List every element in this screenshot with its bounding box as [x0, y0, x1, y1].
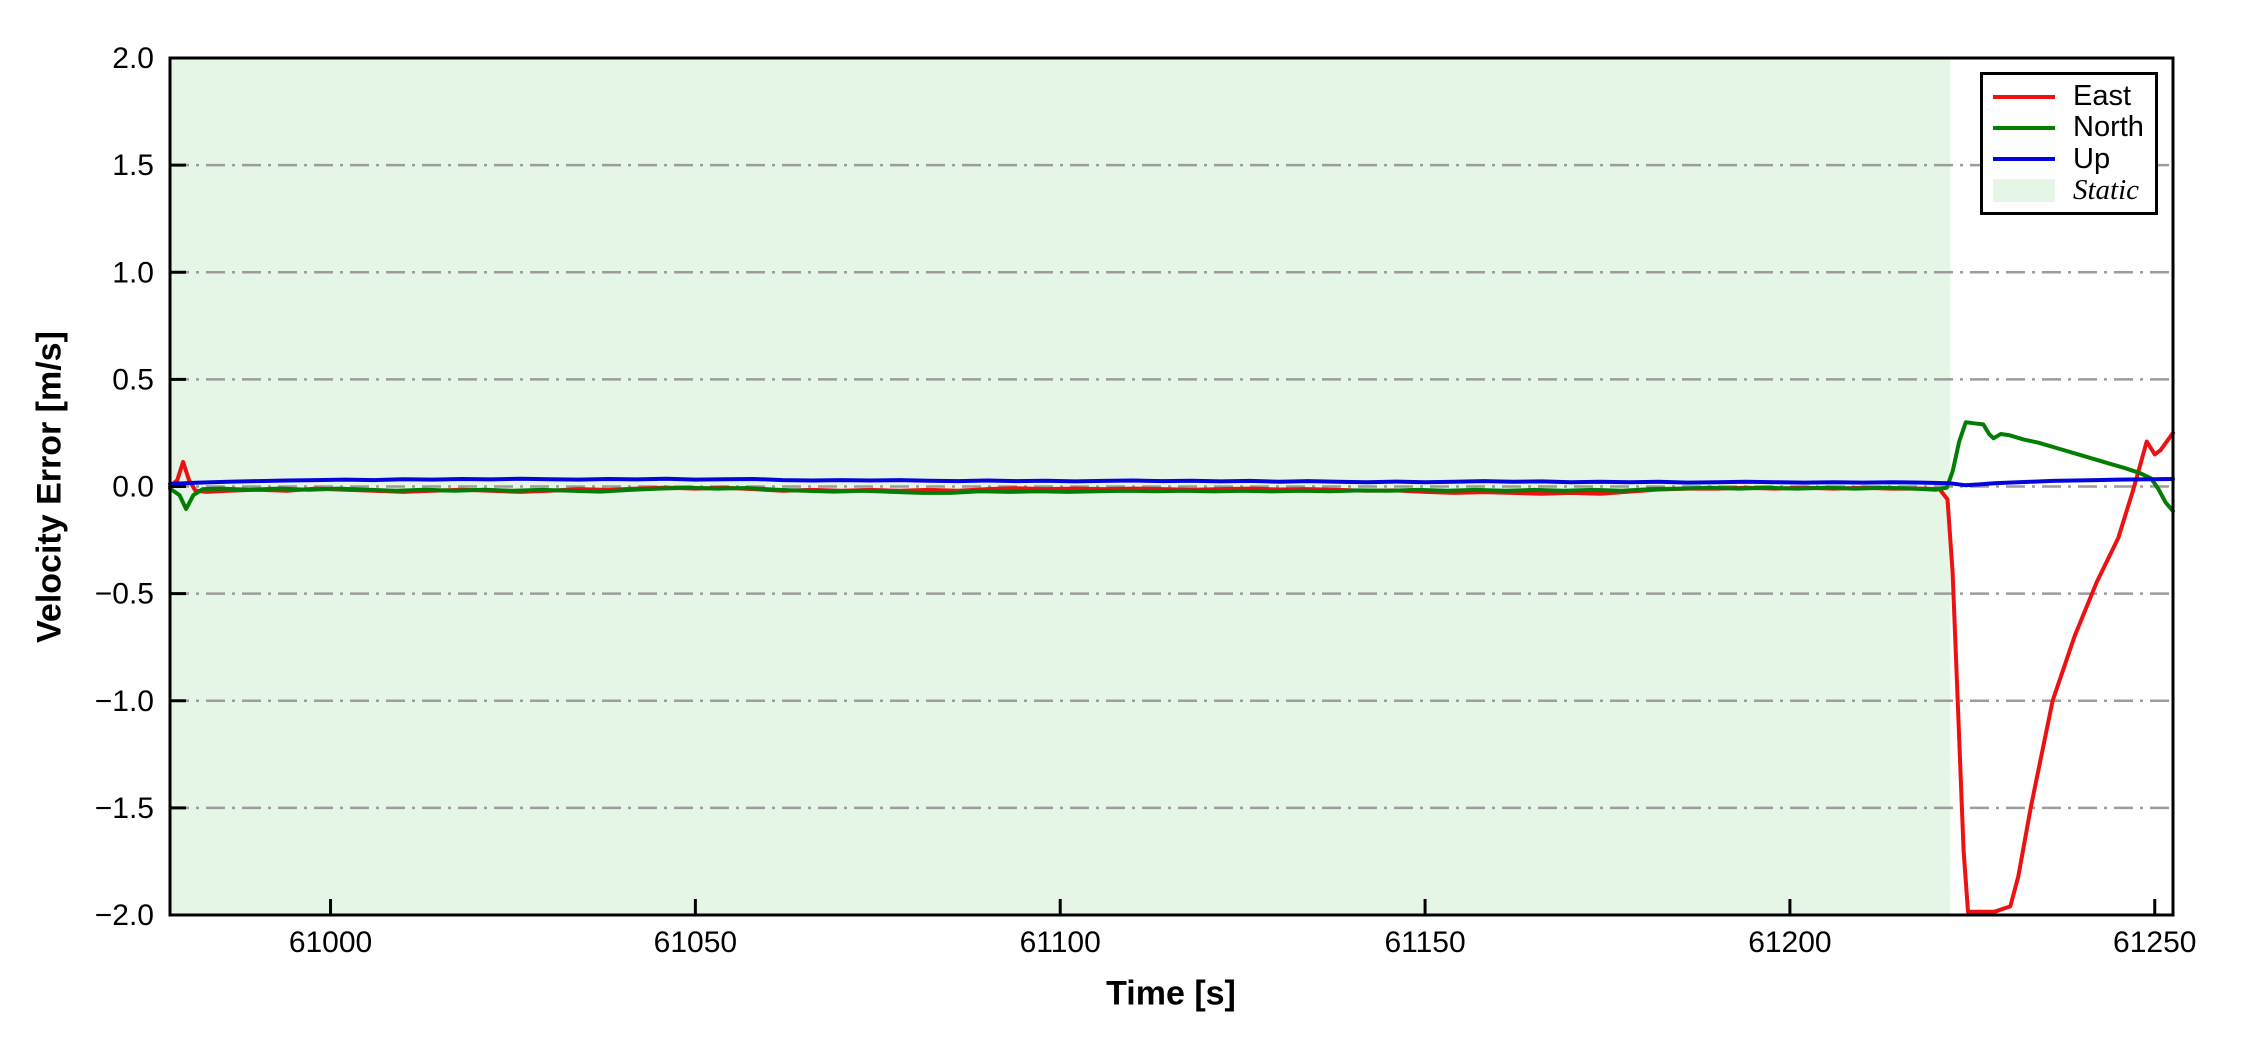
series-line-north — [168, 420, 2175, 514]
y-tick-label: 0.5 — [112, 363, 154, 396]
legend-entry-east: East — [1993, 81, 2145, 112]
y-tick-label: −2.0 — [95, 899, 154, 932]
legend-entry-up: Up — [1993, 144, 2145, 175]
legend-label-east: East — [2073, 80, 2132, 113]
series-line-up — [168, 476, 2175, 488]
legend-label-north: North — [2073, 111, 2144, 144]
y-tick-label: 0.0 — [112, 471, 154, 504]
x-axis-label: Time [s] — [1106, 974, 1236, 1013]
y-tick-label: −1.0 — [95, 685, 154, 718]
y-tick-label: −1.5 — [95, 792, 154, 825]
y-axis-label: Velocity Error [m/s] — [30, 331, 69, 643]
static-patch-swatch — [1993, 178, 2055, 202]
legend-label-up: Up — [2073, 142, 2111, 175]
x-tick-label: 61000 — [289, 926, 372, 959]
legend-label-static: Static — [2073, 173, 2140, 206]
y-tick-label: 1.5 — [112, 149, 154, 182]
legend-entry-static: Static — [1993, 175, 2145, 206]
x-tick-label: 61150 — [1384, 926, 1465, 959]
y-tick-label: 1.0 — [112, 256, 154, 289]
up-line-swatch — [1993, 157, 2055, 162]
x-tick-label: 61250 — [2113, 926, 2196, 959]
legend: East North Up Static — [1980, 72, 2158, 215]
x-tick-label: 61100 — [1020, 926, 1101, 959]
y-tick-label: −0.5 — [95, 578, 154, 611]
y-tick-label: 2.0 — [112, 42, 154, 75]
east-line-swatch — [1993, 94, 2055, 99]
north-line-swatch — [1993, 125, 2055, 130]
x-tick-label: 61200 — [1748, 926, 1831, 959]
legend-entry-north: North — [1993, 112, 2145, 143]
x-tick-label: 61050 — [654, 926, 737, 959]
